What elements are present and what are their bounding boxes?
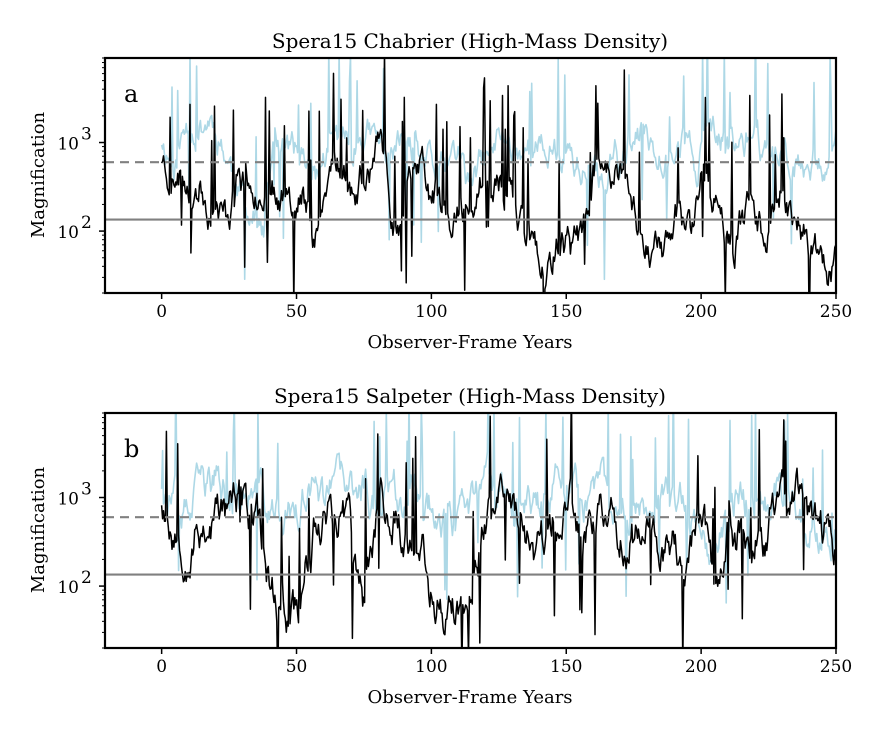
panel-a-title: Spera15 Chabrier (High-Mass Density) [272,29,668,53]
panel-b-xtick-label: 0 [156,657,167,677]
panel-b-ytick-label: 10 [57,578,79,598]
panel-b-xtick-label: 100 [415,657,447,677]
panel-a-axes-frame [103,56,838,295]
panel-b-xtick-label: 250 [820,657,852,677]
panel-a-xlabel: Observer-Frame Years [367,332,572,353]
panel-a: Spera15 Chabrier (High-Mass Density) a M… [28,29,852,353]
panel-a-series-1-line [160,58,836,293]
panel-b-series-1-line [160,413,836,648]
panel-b-xtick-label: 200 [685,657,717,677]
panel-a-ytick-label: 10 [57,135,79,155]
panel-b-ytick-label: 10 [57,490,79,510]
panel-a-ytick-label: 10 [57,223,79,243]
panel-b-title: Spera15 Salpeter (High-Mass Density) [274,384,666,408]
panel-b-xlabel: Observer-Frame Years [367,687,572,708]
panel-a-series-0-line [160,58,836,281]
panel-a-xtick-label: 250 [820,302,852,322]
panel-b: Spera15 Salpeter (High-Mass Density) b M… [28,384,852,708]
panel-b-ylabel: Magnification [28,466,49,593]
panel-a-ytick-exponent: 2 [81,213,92,233]
panel-b-ytick-exponent: 3 [81,480,92,500]
panel-b-ytick-exponent: 2 [81,568,92,588]
panel-a-xtick-label: 0 [156,302,167,322]
panel-a-xtick-label: 50 [286,302,308,322]
panel-a-ytick-exponent: 3 [81,125,92,145]
panel-b-axes-frame [103,411,838,650]
panel-b-letter: b [124,435,139,463]
panel-b-xtick-label: 150 [550,657,582,677]
panel-a-xtick-label: 150 [550,302,582,322]
panel-a-xtick-label: 100 [415,302,447,322]
panel-a-xtick-label: 200 [685,302,717,322]
panel-a-letter: a [124,80,138,108]
panel-a-ylabel: Magnification [28,111,49,238]
panel-b-xtick-label: 50 [286,657,308,677]
